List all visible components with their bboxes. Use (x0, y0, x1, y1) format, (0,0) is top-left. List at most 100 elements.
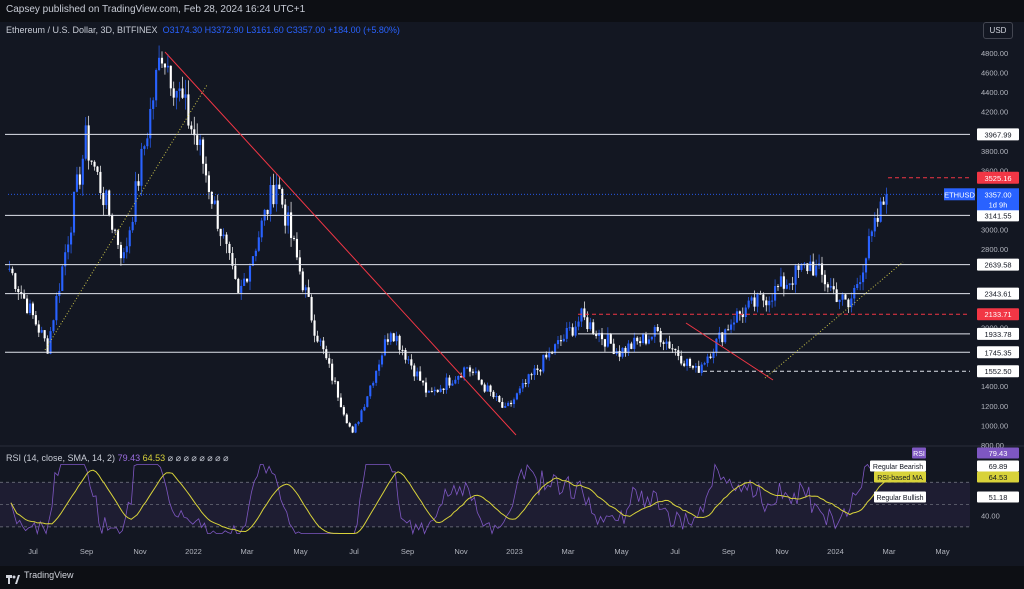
candle-body (686, 358, 689, 366)
candle-body (266, 209, 269, 215)
candle-body (348, 423, 351, 427)
candle-body (243, 278, 246, 286)
candle-body (659, 331, 662, 343)
candle-body (656, 327, 659, 332)
candle-body (680, 355, 683, 364)
candle-body (43, 330, 46, 339)
countdown-label: 1d 9h (989, 200, 1008, 209)
change-value: +184.00 (+5.80%) (327, 25, 400, 35)
rsi-tag-label: Regular Bullish (876, 495, 923, 502)
rsi-tag-label: RSI (913, 451, 925, 458)
candle-body (72, 191, 76, 233)
candle-body (539, 370, 542, 372)
candle-body (163, 63, 166, 68)
candle-body (829, 286, 832, 288)
candle-body (463, 367, 466, 378)
close-value: C3357.00 (286, 25, 326, 35)
time-axis-tick: Jul (349, 547, 359, 556)
candle-body (213, 200, 216, 204)
level-tag-label: 1933.78 (984, 330, 1011, 339)
rsi-axis-tag (977, 471, 1019, 483)
candle-body (228, 243, 231, 254)
candle-body (454, 379, 457, 384)
rsi-tag-label: Regular Bearish (873, 464, 923, 471)
level-tag (977, 258, 1019, 271)
candle-body (422, 380, 425, 383)
candle-body (688, 358, 692, 367)
currency-button[interactable]: USD (983, 22, 1013, 39)
candle-body (278, 184, 281, 190)
candle-body (67, 244, 70, 253)
candle-body (196, 135, 199, 146)
candle-body (395, 335, 398, 342)
candle-body (322, 340, 325, 350)
price-axis-tick: 3800.00 (981, 147, 1008, 156)
candle-body (281, 189, 284, 205)
candle-body (867, 236, 870, 259)
candle-body (99, 171, 102, 193)
publish-header: Capsey published on TradingView.com, Feb… (0, 0, 1024, 22)
candle-body (401, 349, 404, 351)
candle-body (785, 284, 788, 289)
candle-body (260, 220, 263, 238)
candle-body (856, 284, 859, 288)
candle-body (357, 421, 360, 424)
time-axis-tick: Mar (241, 547, 254, 556)
symbol-name: Ethereum / U.S. Dollar, 3D, BITFINEX (6, 25, 158, 35)
rsi-ma-line (10, 469, 886, 534)
level-tag (977, 128, 1019, 141)
candle-body (40, 330, 43, 333)
tradingview-brand: TradingView (24, 570, 74, 580)
candle-body (662, 342, 665, 344)
candle-body (571, 327, 574, 336)
red-level-tag-label: 2133.71 (984, 310, 1011, 319)
candle-body (369, 385, 372, 397)
candle-body (363, 406, 366, 411)
candle-body (61, 266, 64, 291)
candle-body (237, 278, 240, 293)
candle-body (398, 335, 401, 350)
candle-body (515, 393, 518, 400)
candle-body (84, 125, 87, 159)
candle-body (671, 348, 674, 350)
ticker-tag-label: ETHUSD (944, 190, 975, 199)
rsi-axis-tag (977, 460, 1019, 472)
chart-area[interactable]: 4800.00 4600.00 4400.00 4200.00 3800.00 3600.… (0, 22, 1024, 566)
high-value: H3372.90 (204, 25, 244, 35)
candle-body (336, 381, 340, 398)
price-axis-tick: 4400.00 (981, 88, 1008, 97)
candle-body (11, 268, 14, 274)
candle-body (410, 359, 413, 366)
candle-body (125, 246, 128, 253)
candle-body (536, 368, 539, 371)
candle-body (225, 234, 228, 244)
price-chart[interactable]: 4800.00 4600.00 4400.00 4200.00 3800.00 3600.… (0, 22, 1024, 566)
level-tag (977, 327, 1019, 340)
tradingview-logo-icon (6, 571, 20, 584)
candle-body (589, 322, 592, 330)
symbol-legend: Ethereum / U.S. Dollar, 3D, BITFINEX O31… (6, 25, 400, 35)
candle-body (310, 296, 313, 321)
candle-body (187, 94, 190, 126)
candle-body (703, 363, 706, 365)
candle-body (37, 324, 40, 333)
candle-body (146, 138, 149, 147)
candle-body (131, 221, 134, 231)
candle-body (325, 349, 328, 359)
candle-body (603, 339, 606, 347)
price-axis-tick: 4200.00 (981, 108, 1008, 117)
uptrend-dotted-line (764, 261, 904, 379)
candle-body (791, 283, 794, 285)
candle-body (427, 391, 430, 393)
candle-body (460, 375, 463, 378)
candle-body (199, 139, 202, 146)
candle-body (530, 374, 533, 376)
rsi-axis-tag-label: 64.53 (989, 473, 1008, 482)
candle-body (372, 382, 375, 386)
candle-body (776, 286, 780, 288)
candle-body (809, 261, 812, 272)
candle-body (307, 287, 310, 297)
candle-body (75, 174, 78, 192)
candle-body (416, 371, 419, 377)
candle-body (140, 148, 143, 186)
